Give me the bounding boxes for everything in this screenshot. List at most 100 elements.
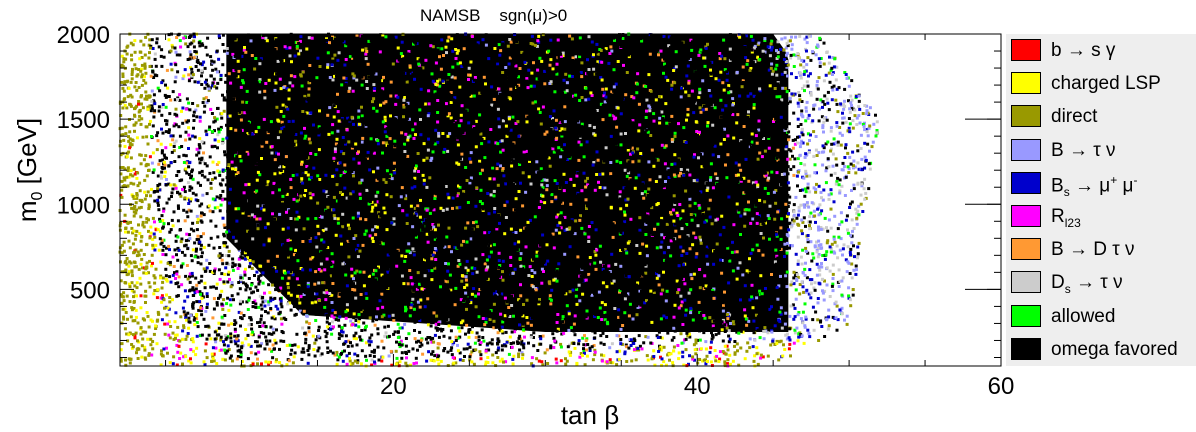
data-point bbox=[332, 115, 336, 119]
data-point bbox=[486, 302, 490, 306]
data-point bbox=[805, 174, 809, 178]
data-point bbox=[221, 307, 225, 311]
data-point bbox=[250, 157, 254, 161]
data-point bbox=[654, 85, 658, 89]
data-point bbox=[321, 132, 324, 136]
data-point bbox=[676, 300, 680, 304]
data-point bbox=[829, 207, 833, 211]
data-point bbox=[677, 351, 681, 355]
data-point bbox=[850, 98, 854, 102]
data-point bbox=[505, 180, 508, 184]
data-point bbox=[459, 177, 463, 181]
data-point bbox=[337, 161, 340, 165]
data-point bbox=[135, 176, 139, 180]
data-point bbox=[851, 126, 855, 130]
data-point bbox=[717, 360, 721, 363]
data-point bbox=[311, 95, 315, 99]
data-point bbox=[279, 230, 283, 233]
data-point bbox=[489, 122, 493, 126]
data-point bbox=[278, 96, 281, 100]
data-point bbox=[294, 159, 297, 163]
data-point bbox=[205, 337, 209, 341]
data-point bbox=[603, 202, 607, 206]
data-point bbox=[279, 87, 283, 91]
data-point bbox=[385, 300, 389, 304]
data-point bbox=[830, 284, 834, 288]
data-point bbox=[324, 131, 327, 135]
data-point bbox=[412, 199, 416, 203]
data-point bbox=[354, 323, 358, 327]
data-point bbox=[852, 244, 855, 248]
data-point bbox=[175, 253, 178, 257]
data-point bbox=[508, 38, 512, 41]
data-point bbox=[704, 107, 708, 111]
data-point bbox=[745, 80, 748, 84]
data-point bbox=[475, 125, 479, 129]
data-point bbox=[403, 293, 407, 297]
data-point bbox=[709, 360, 713, 364]
data-point bbox=[559, 211, 563, 215]
data-point bbox=[513, 297, 517, 301]
data-point bbox=[829, 226, 833, 230]
data-point bbox=[348, 356, 351, 360]
data-point bbox=[236, 339, 240, 343]
data-point bbox=[739, 179, 743, 183]
data-point bbox=[537, 42, 541, 46]
data-point bbox=[649, 192, 653, 196]
data-point bbox=[664, 153, 668, 157]
data-point bbox=[764, 68, 768, 72]
data-point bbox=[198, 119, 202, 123]
data-point bbox=[422, 315, 426, 319]
data-point bbox=[458, 262, 462, 266]
data-point bbox=[445, 248, 449, 252]
data-point bbox=[809, 291, 813, 295]
data-point bbox=[148, 106, 152, 110]
data-point bbox=[666, 286, 669, 289]
data-point bbox=[564, 94, 568, 98]
data-point bbox=[367, 307, 371, 311]
data-point bbox=[848, 298, 852, 302]
data-point bbox=[585, 207, 588, 210]
data-point bbox=[754, 127, 758, 131]
data-point bbox=[225, 47, 229, 50]
data-point bbox=[517, 210, 521, 214]
data-point bbox=[299, 294, 303, 298]
data-point bbox=[745, 323, 749, 327]
data-point bbox=[787, 122, 791, 126]
data-point bbox=[757, 128, 761, 132]
data-point bbox=[341, 136, 345, 139]
data-point bbox=[766, 234, 770, 238]
data-point bbox=[164, 105, 168, 109]
data-point bbox=[797, 91, 801, 94]
data-point bbox=[797, 169, 801, 172]
data-point bbox=[506, 122, 510, 126]
data-point bbox=[835, 244, 839, 248]
data-point bbox=[311, 334, 315, 338]
data-point bbox=[133, 106, 137, 110]
data-point bbox=[154, 243, 158, 247]
data-point bbox=[160, 286, 164, 290]
data-point bbox=[725, 344, 729, 348]
data-point bbox=[351, 249, 355, 252]
data-point bbox=[335, 350, 339, 354]
data-point bbox=[247, 51, 251, 54]
data-point bbox=[346, 239, 350, 243]
data-point bbox=[133, 319, 137, 323]
data-point bbox=[140, 63, 144, 67]
data-point bbox=[340, 55, 344, 59]
data-point bbox=[564, 292, 568, 296]
data-point bbox=[657, 111, 661, 115]
data-point bbox=[147, 271, 150, 275]
data-point bbox=[423, 202, 427, 206]
data-point bbox=[716, 227, 720, 231]
data-point bbox=[545, 209, 549, 213]
data-point bbox=[713, 241, 717, 245]
data-point bbox=[785, 214, 789, 218]
data-point bbox=[687, 362, 690, 366]
data-point bbox=[267, 129, 271, 133]
data-point bbox=[702, 314, 706, 317]
data-point bbox=[351, 72, 355, 76]
data-point bbox=[122, 317, 126, 321]
data-point bbox=[659, 95, 663, 99]
data-point bbox=[368, 207, 372, 211]
